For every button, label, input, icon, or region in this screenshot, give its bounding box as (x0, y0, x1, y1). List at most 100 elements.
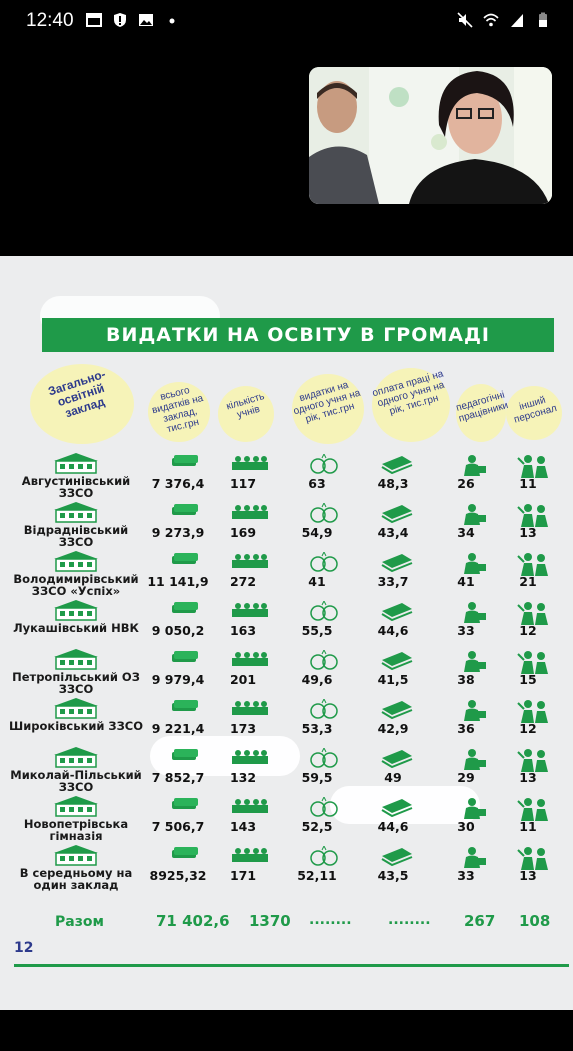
coins-bag-icon (308, 501, 342, 528)
students-icon (232, 601, 268, 622)
coins-bag-icon (308, 697, 342, 724)
coins-bag-icon (308, 746, 342, 773)
coins-bag-icon (308, 648, 342, 675)
cell-teachers: 33 (457, 868, 475, 883)
cell-teachers: 41 (457, 574, 475, 589)
money-icon (170, 503, 200, 522)
cell-other: 13 (519, 868, 537, 883)
cash-stack-icon (380, 454, 414, 479)
cell-students: 201 (229, 672, 257, 687)
image-icon (139, 14, 153, 26)
money-icon (170, 650, 200, 669)
cell-other: 12 (519, 623, 537, 638)
staff-icon (516, 846, 550, 875)
coins-bag-icon (308, 599, 342, 626)
school-name: Володимирівський ЗЗСО «Успіх» (13, 572, 139, 598)
cell-students: 272 (229, 574, 257, 589)
signal-icon (511, 14, 523, 27)
staff-icon (516, 797, 550, 826)
video-call-thumbnail[interactable] (309, 67, 552, 204)
school-name: Августинівський ЗЗСО (21, 474, 131, 500)
cell-other: 15 (519, 672, 537, 687)
students-icon (232, 503, 268, 524)
staff-icon (516, 699, 550, 728)
cell-per-student: 63 (308, 476, 326, 491)
cell-salary: 43,5 (377, 868, 409, 883)
teacher-icon (462, 454, 488, 481)
cash-stack-icon (380, 846, 414, 871)
teacher-icon (462, 797, 488, 824)
cell-teachers: 33 (457, 623, 475, 638)
status-bar: 12:40 (0, 0, 573, 44)
cell-other: 11 (519, 819, 537, 834)
school-building-icon (52, 501, 100, 528)
money-icon (170, 748, 200, 767)
cell-students: 132 (229, 770, 257, 785)
mute-icon (457, 12, 473, 28)
header-blob (372, 368, 450, 442)
cell-total: 9 273,9 (151, 525, 205, 540)
teacher-icon (462, 748, 488, 775)
battery-icon (539, 12, 547, 27)
school-building-icon (52, 550, 100, 577)
school-name: В середньому на один заклад (19, 866, 133, 892)
students-icon (232, 748, 268, 769)
cash-stack-icon (380, 601, 414, 626)
students-icon (232, 650, 268, 671)
header-blob (292, 374, 364, 444)
cash-stack-icon (380, 797, 414, 822)
cell-students: 117 (229, 476, 257, 491)
teacher-icon (462, 699, 488, 726)
school-building-icon (52, 795, 100, 822)
totals-per-student: ........ (309, 912, 352, 928)
cell-salary: 42,9 (377, 721, 409, 736)
calendar-icon (86, 13, 102, 27)
cell-salary: 43,4 (377, 525, 409, 540)
presentation-slide: ВИДАТКИ НА ОСВІТУ В ГРОМАДІ Загально-осв… (0, 256, 573, 1010)
money-icon (170, 699, 200, 718)
school-name: Миколай-Пільський ЗЗСО (10, 768, 142, 794)
students-icon (232, 846, 268, 867)
students-icon (232, 699, 268, 720)
coins-bag-icon (308, 795, 342, 822)
cell-total: 7 506,7 (151, 819, 205, 834)
cell-teachers: 38 (457, 672, 475, 687)
cell-per-student: 59,5 (301, 770, 333, 785)
cell-total: 9 050,2 (151, 623, 205, 638)
cell-salary: 44,6 (377, 819, 409, 834)
more-dot-icon (169, 18, 175, 24)
coins-bag-icon (308, 452, 342, 479)
staff-icon (516, 748, 550, 777)
cell-total: 7 376,4 (151, 476, 205, 491)
staff-icon (516, 601, 550, 630)
cell-total: 11 141,9 (147, 574, 209, 589)
teacher-icon (462, 846, 488, 873)
money-icon (170, 846, 200, 865)
school-building-icon (52, 452, 100, 479)
cell-per-student: 54,9 (301, 525, 333, 540)
cash-stack-icon (380, 552, 414, 577)
school-building-icon (52, 844, 100, 871)
totals-teachers: 267 (464, 912, 496, 930)
school-building-icon (52, 697, 100, 724)
wifi-icon (483, 13, 499, 27)
students-icon (232, 797, 268, 818)
money-icon (170, 552, 200, 571)
cell-teachers: 36 (457, 721, 475, 736)
school-building-icon (52, 746, 100, 773)
school-name: Широківський ЗЗСО (9, 719, 143, 733)
staff-icon (516, 503, 550, 532)
cash-stack-icon (380, 503, 414, 528)
staff-icon (516, 650, 550, 679)
students-icon (232, 552, 268, 573)
alert-shield-icon (114, 13, 126, 27)
cell-salary: 44,6 (377, 623, 409, 638)
school-name: Новопетрівська гімназія (23, 817, 129, 843)
cell-per-student: 49,6 (301, 672, 333, 687)
cell-students: 171 (229, 868, 257, 883)
cell-total: 9 221,4 (151, 721, 205, 736)
cell-students: 169 (229, 525, 257, 540)
teacher-icon (462, 503, 488, 530)
cell-salary: 48,3 (377, 476, 409, 491)
header-blob (456, 384, 506, 442)
